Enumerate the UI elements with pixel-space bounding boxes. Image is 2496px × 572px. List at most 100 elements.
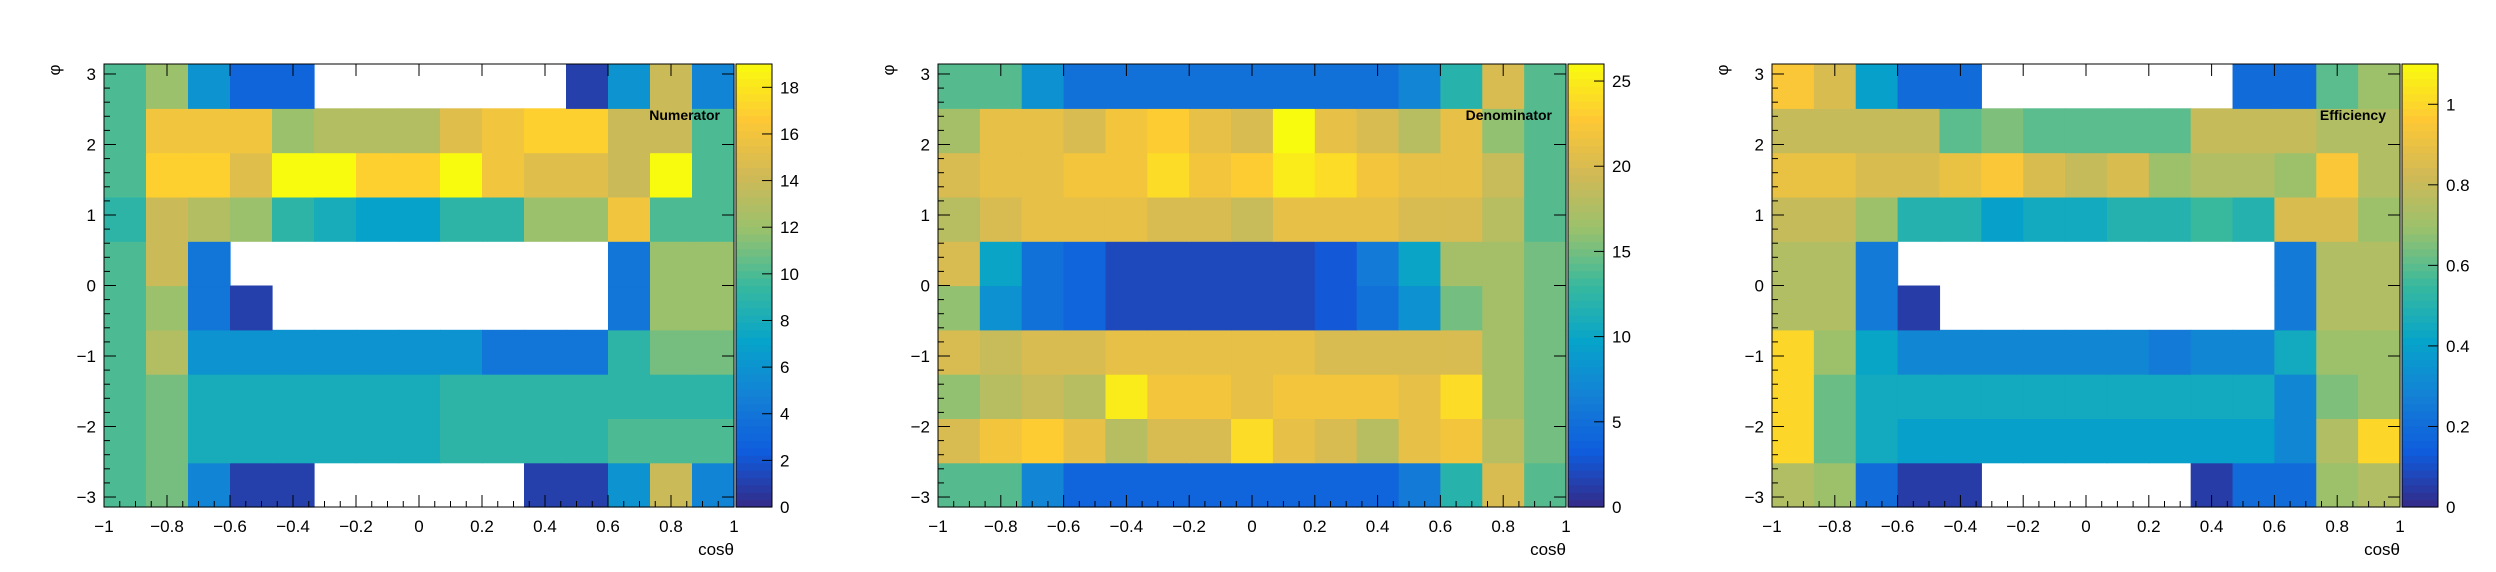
x-tick-label: 1 — [1561, 517, 1570, 536]
color-bar-band — [2402, 374, 2438, 383]
numerator-cell — [566, 196, 609, 242]
numerator-cell — [230, 196, 273, 242]
color-bar-band — [736, 337, 772, 346]
efficiency-cell — [1813, 196, 1857, 242]
denominator-cell — [1147, 418, 1190, 464]
x-tick-label: 0.6 — [2263, 517, 2287, 536]
z-tick-label: 10 — [780, 265, 799, 284]
color-bar-band — [2402, 292, 2438, 301]
denominator-cell — [1063, 196, 1107, 242]
color-bar-band — [736, 344, 772, 353]
efficiency-cell — [2065, 108, 2108, 154]
color-bar-band — [736, 411, 772, 419]
denominator-cell — [1063, 64, 1107, 109]
color-bar-band — [1568, 182, 1604, 191]
denominator-cell — [938, 329, 981, 375]
efficiency-cell — [1897, 285, 1941, 331]
color-bar-band — [736, 425, 772, 434]
denominator-cell — [1482, 152, 1525, 198]
numerator-cell — [104, 329, 147, 375]
efficiency-cell — [2316, 152, 2359, 198]
denominator-cell — [938, 462, 981, 508]
denominator-cell — [1189, 418, 1232, 464]
numerator-cell — [398, 418, 441, 464]
color-bar-band — [736, 211, 772, 220]
x-tick-label: 0.6 — [596, 517, 620, 536]
denominator-cell — [1021, 418, 1065, 464]
color-bar-band — [736, 78, 772, 87]
efficiency-cell — [2148, 418, 2192, 464]
z-tick-label: 18 — [780, 78, 799, 97]
numerator-cell — [608, 285, 651, 331]
color-bar-band — [736, 374, 772, 383]
denominator-cell — [1524, 196, 1567, 242]
denominator-cell — [1105, 374, 1148, 419]
denominator-cell — [1398, 108, 1441, 154]
efficiency-color-bar: 0 0.2 0.4 0.6 0.8 1 — [2401, 63, 2470, 517]
efficiency-cell — [2232, 108, 2275, 154]
color-bar-band — [736, 204, 772, 213]
x-tick-label: 0.2 — [470, 517, 494, 536]
color-bar-band — [1568, 64, 1604, 72]
z-tick-label: 6 — [780, 358, 789, 377]
color-bar-band — [736, 241, 772, 250]
x-tick-label: 0.8 — [1491, 517, 1515, 536]
color-bar-band — [2402, 255, 2438, 264]
color-bar-band — [2402, 278, 2438, 287]
denominator-cell — [1021, 285, 1065, 331]
denominator-cell — [1021, 108, 1065, 154]
y-tick-label: 0 — [921, 277, 930, 296]
x-tick-label: −0.6 — [1881, 517, 1915, 536]
denominator-cell — [1398, 418, 1441, 464]
color-bar-band — [736, 470, 772, 479]
numerator-cell — [650, 108, 693, 154]
denominator-cell — [938, 108, 981, 154]
denominator-cell — [1482, 108, 1525, 154]
x-axis-title: cosθ — [1530, 540, 1566, 559]
numerator-cell — [146, 108, 189, 154]
efficiency-cell — [1813, 152, 1857, 198]
color-bar-band — [736, 196, 772, 205]
denominator-cell — [1063, 374, 1107, 419]
denominator-cell — [979, 241, 1023, 287]
numerator-cell — [608, 196, 651, 242]
numerator-cell — [524, 329, 567, 375]
x-tick-label: 0.4 — [1366, 517, 1390, 536]
denominator-cell — [1356, 152, 1400, 198]
histogram-title: Efficiency — [2320, 107, 2386, 123]
color-bar-band — [1568, 388, 1604, 397]
denominator-cell — [1482, 196, 1525, 242]
numerator-cell — [188, 285, 231, 331]
color-bar-band — [2402, 455, 2438, 464]
z-tick-label: 20 — [1612, 157, 1631, 176]
y-axis-title: φ — [45, 64, 64, 75]
color-bar-band — [2402, 241, 2438, 250]
color-bar-band — [1568, 196, 1604, 205]
x-axis-title: cosθ — [698, 540, 734, 559]
efficiency-cell — [1772, 64, 1815, 109]
color-bar-band — [736, 388, 772, 397]
denominator-cell — [1398, 329, 1441, 375]
efficiency-cell — [2106, 418, 2150, 464]
color-bar-band — [1568, 248, 1604, 257]
efficiency-cell — [1897, 64, 1941, 109]
efficiency-cell — [2274, 462, 2317, 508]
denominator-cell — [1482, 329, 1525, 375]
denominator-cell — [1398, 462, 1441, 508]
x-tick-label: −1 — [1762, 517, 1781, 536]
efficiency-cell — [1813, 285, 1857, 331]
denominator-cell — [1272, 241, 1316, 287]
efficiency-cell — [2232, 152, 2275, 198]
numerator-cell — [314, 418, 357, 464]
x-tick-label: 0.8 — [659, 517, 683, 536]
efficiency-cell — [1939, 108, 1982, 154]
numerator-cell — [104, 462, 147, 508]
numerator-cell — [440, 418, 483, 464]
efficiency-cell — [1855, 329, 1899, 375]
numerator-cell — [230, 374, 273, 419]
color-bar-band — [736, 477, 772, 486]
numerator-cell — [188, 196, 231, 242]
color-bar-band — [2402, 204, 2438, 213]
color-bar-band — [2402, 211, 2438, 220]
denominator-cell — [1231, 374, 1274, 419]
